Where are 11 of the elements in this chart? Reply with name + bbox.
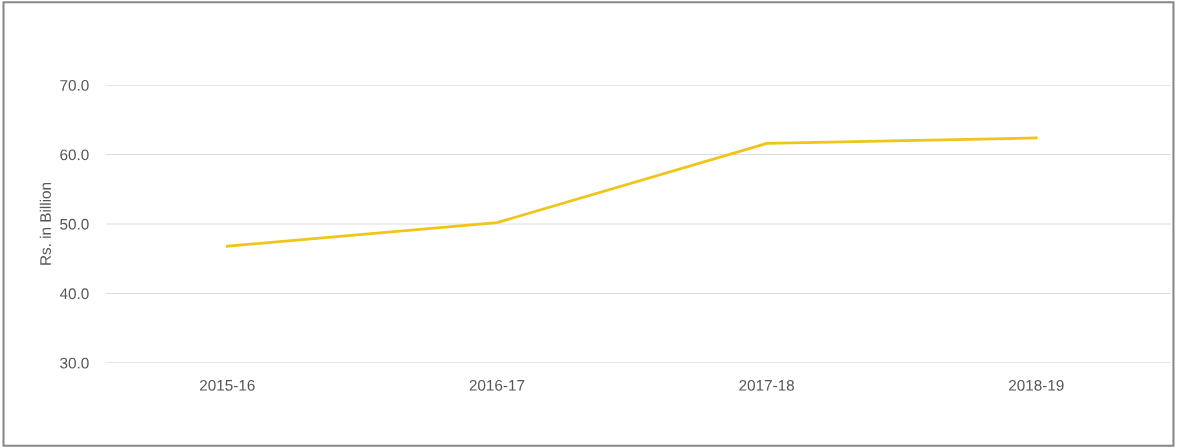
- line-series: [225, 136, 1038, 248]
- x-tick-label: 2016-17: [469, 379, 525, 391]
- y-tick-label: 40.0: [59, 288, 89, 300]
- y-tick-label: 50.0: [60, 218, 89, 230]
- x-tick-label: 2015-16: [200, 379, 255, 391]
- y-tick-label: 70.0: [60, 79, 89, 91]
- y-tick-label: 60.0: [60, 149, 89, 161]
- y-tick-label: 30.0: [60, 357, 89, 369]
- y-axis-title: Rs. in Billion: [39, 182, 51, 265]
- x-tick-label: 2018-19: [1009, 379, 1064, 391]
- x-tick-label: 2017-18: [739, 379, 794, 391]
